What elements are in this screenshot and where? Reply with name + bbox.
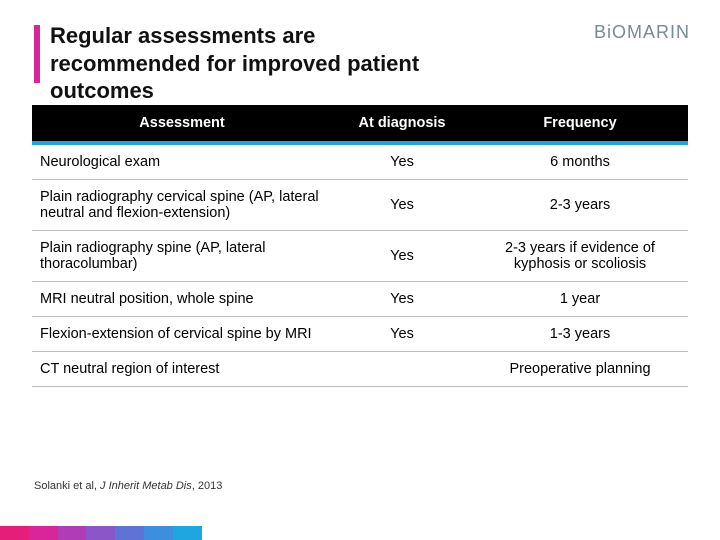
- citation: Solanki et al, J Inherit Metab Dis, 2013: [34, 480, 222, 492]
- cell-at-diagnosis: Yes: [332, 231, 472, 282]
- table-row: CT neutral region of interest Preoperativ…: [32, 352, 688, 387]
- cell-frequency: 6 months: [472, 145, 688, 180]
- cell-at-diagnosis: Yes: [332, 180, 472, 231]
- footer-seg: [202, 526, 720, 540]
- col-assessment: Assessment: [32, 105, 332, 141]
- col-at-diagnosis: At diagnosis: [332, 105, 472, 141]
- table-header-row: Assessment At diagnosis Frequency: [32, 105, 688, 141]
- citation-year: , 2013: [192, 480, 223, 492]
- cell-assessment: Flexion-extension of cervical spine by M…: [32, 317, 332, 352]
- cell-assessment: MRI neutral position, whole spine: [32, 282, 332, 317]
- slide-title: Regular assessments are recommended for …: [50, 22, 450, 105]
- table-row: Plain radiography spine (AP, lateral tho…: [32, 231, 688, 282]
- footer-seg: [58, 526, 87, 540]
- footer-seg: [0, 526, 29, 540]
- cell-assessment: Plain radiography cervical spine (AP, la…: [32, 180, 332, 231]
- table-row: Flexion-extension of cervical spine by M…: [32, 317, 688, 352]
- footer-seg: [115, 526, 144, 540]
- cell-frequency: 2-3 years if evidence of kyphosis or sco…: [472, 231, 688, 282]
- footer-seg: [86, 526, 115, 540]
- footer-seg: [29, 526, 58, 540]
- cell-assessment: CT neutral region of interest: [32, 352, 332, 387]
- cell-assessment: Plain radiography spine (AP, lateral tho…: [32, 231, 332, 282]
- cell-at-diagnosis: [332, 352, 472, 387]
- assessment-table: Assessment At diagnosis Frequency Neurol…: [32, 105, 688, 387]
- table-row: MRI neutral position, whole spineYes1 ye…: [32, 282, 688, 317]
- cell-assessment: Neurological exam: [32, 145, 332, 180]
- cell-frequency: 1-3 years: [472, 317, 688, 352]
- title-accent-bar: [34, 25, 40, 83]
- cell-frequency: 2-3 years: [472, 180, 688, 231]
- table-row: Neurological examYes6 months: [32, 145, 688, 180]
- col-frequency: Frequency: [472, 105, 688, 141]
- cell-at-diagnosis: Yes: [332, 282, 472, 317]
- cell-frequency: Preoperative planning: [472, 352, 688, 387]
- footer-gradient-strip: [0, 526, 720, 540]
- table-row: Plain radiography cervical spine (AP, la…: [32, 180, 688, 231]
- footer-seg: [173, 526, 202, 540]
- brand-logo: BiOMARIN: [594, 22, 690, 43]
- title-block: Regular assessments are recommended for …: [34, 22, 450, 105]
- cell-at-diagnosis: Yes: [332, 145, 472, 180]
- cell-at-diagnosis: Yes: [332, 317, 472, 352]
- footer-seg: [144, 526, 173, 540]
- citation-journal: J Inherit Metab Dis: [100, 480, 192, 492]
- citation-authors: Solanki et al,: [34, 480, 97, 492]
- cell-frequency: 1 year: [472, 282, 688, 317]
